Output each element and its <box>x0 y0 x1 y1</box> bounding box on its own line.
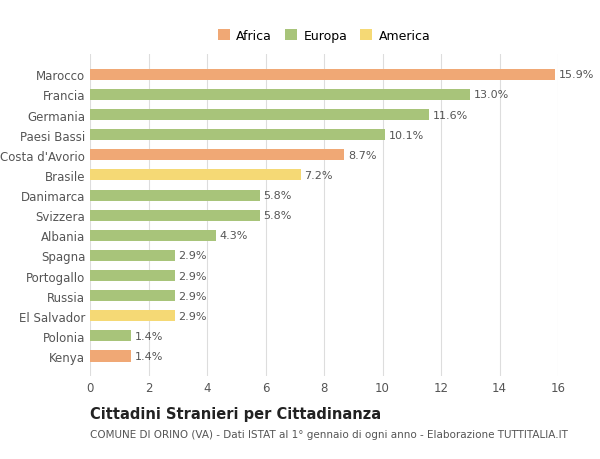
Text: 2.9%: 2.9% <box>178 251 207 261</box>
Text: 5.8%: 5.8% <box>263 211 292 221</box>
Bar <box>90 270 175 281</box>
Bar <box>90 351 131 362</box>
Bar <box>90 90 470 101</box>
Text: COMUNE DI ORINO (VA) - Dati ISTAT al 1° gennaio di ogni anno - Elaborazione TUTT: COMUNE DI ORINO (VA) - Dati ISTAT al 1° … <box>90 429 568 439</box>
Text: 1.4%: 1.4% <box>134 331 163 341</box>
Text: 7.2%: 7.2% <box>304 171 332 180</box>
Text: 1.4%: 1.4% <box>134 351 163 361</box>
Text: 5.8%: 5.8% <box>263 190 292 201</box>
Bar <box>90 150 344 161</box>
Text: 4.3%: 4.3% <box>219 231 248 241</box>
Bar <box>90 230 216 241</box>
Text: 15.9%: 15.9% <box>559 70 594 80</box>
Legend: Africa, Europa, America: Africa, Europa, America <box>218 29 430 42</box>
Text: 10.1%: 10.1% <box>389 130 424 140</box>
Bar <box>90 330 131 341</box>
Bar <box>90 250 175 262</box>
Bar <box>90 210 260 221</box>
Bar <box>90 130 385 141</box>
Bar <box>90 291 175 302</box>
Bar <box>90 190 260 201</box>
Text: 2.9%: 2.9% <box>178 291 207 301</box>
Text: 2.9%: 2.9% <box>178 271 207 281</box>
Text: 11.6%: 11.6% <box>433 110 468 120</box>
Bar <box>90 170 301 181</box>
Bar <box>90 311 175 322</box>
Bar <box>90 70 555 81</box>
Text: 2.9%: 2.9% <box>178 311 207 321</box>
Text: Cittadini Stranieri per Cittadinanza: Cittadini Stranieri per Cittadinanza <box>90 406 381 421</box>
Text: 8.7%: 8.7% <box>348 151 376 161</box>
Text: 13.0%: 13.0% <box>474 90 509 100</box>
Bar <box>90 110 430 121</box>
